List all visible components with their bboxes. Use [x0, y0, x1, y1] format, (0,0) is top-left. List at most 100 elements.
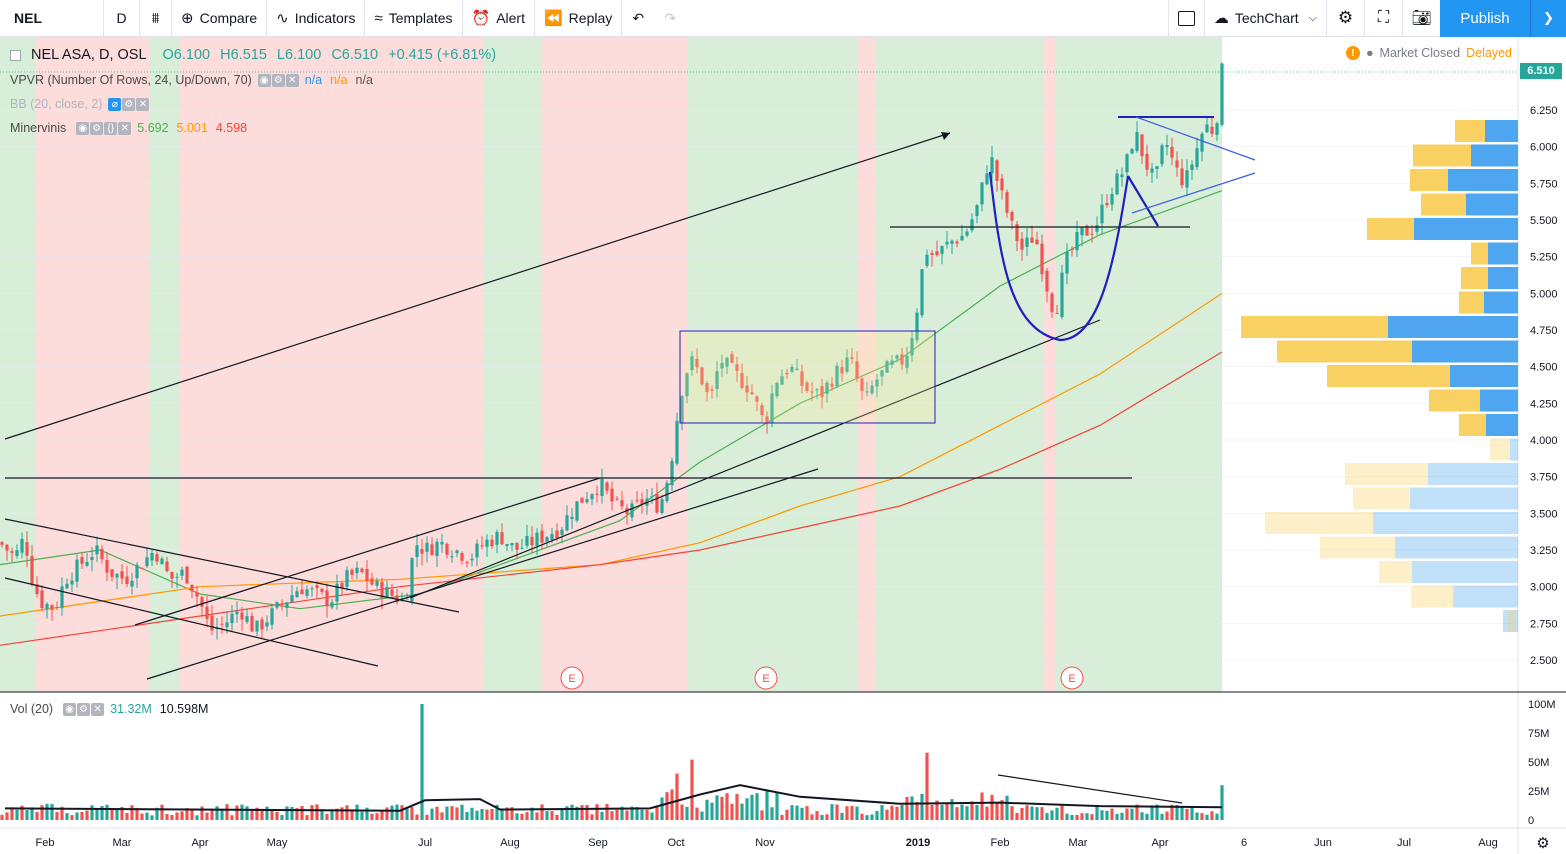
volume-bar — [995, 802, 999, 820]
replay-button[interactable]: ⏪ Replay — [535, 0, 623, 37]
volume-bar — [585, 804, 589, 820]
volume-bar — [325, 813, 329, 820]
eye-icon[interactable]: ◉ — [257, 73, 271, 87]
collapse-icon[interactable] — [10, 49, 21, 61]
candles-icon: ⩩ — [151, 9, 160, 27]
vp-down-bar-14 — [1345, 463, 1428, 485]
moving-average-1 — [0, 292, 1223, 617]
eye-icon[interactable]: ◉ — [76, 121, 90, 135]
candle-body — [415, 545, 419, 557]
axis-settings-gear-icon[interactable]: ⚙ — [1536, 834, 1549, 852]
price-chart[interactable]: E E E 6.250 6.000 5.750 5.500 5.250 5.000 4.750 4.… — [0, 37, 1566, 854]
volume-bar — [310, 805, 314, 820]
volume-bar — [120, 806, 124, 820]
candle-body — [100, 548, 104, 560]
volume-legend: Vol (20) ◉ ⚙ ✕ 31.32M 10.598M — [10, 702, 208, 716]
candle-body — [530, 536, 534, 546]
delayed-badge[interactable]: Delayed — [1466, 46, 1512, 60]
vpvr-title[interactable]: VPVR (Number Of Rows, 24, Up/Down, 70) — [10, 73, 252, 87]
chart-style-button[interactable]: ⩩ — [140, 0, 172, 37]
volume-bar — [385, 807, 389, 820]
candle-body — [430, 544, 434, 556]
candle-body — [510, 543, 514, 546]
symbol-title[interactable]: NEL ASA, D, OSL — [31, 47, 147, 63]
undo-button[interactable]: ↶ — [622, 0, 654, 37]
volume-bar — [440, 812, 444, 820]
symbol-search[interactable]: NEL — [0, 0, 104, 37]
close-icon[interactable]: ✕ — [91, 702, 105, 716]
candle-body — [905, 355, 909, 368]
volume-bar — [200, 806, 204, 820]
candle-body — [285, 602, 289, 608]
candle-body — [365, 568, 369, 581]
time-tick-label-8: Nov — [755, 837, 775, 849]
candle-body — [845, 357, 849, 372]
settings-button[interactable]: ⚙ — [1326, 0, 1364, 37]
time-tick-label-14: Jun — [1314, 837, 1332, 849]
candle-body — [855, 361, 859, 379]
volume-bar — [825, 814, 829, 820]
alert-button[interactable]: ⏰ Alert — [463, 0, 535, 37]
volume-title[interactable]: Vol (20) — [10, 702, 54, 716]
gear-icon[interactable]: ⚙ — [77, 702, 91, 716]
gear-icon[interactable]: ⚙ — [122, 97, 136, 111]
indicators-button[interactable]: ∿ Indicators — [267, 0, 366, 37]
volume-bar — [35, 811, 39, 820]
candle-body — [150, 553, 154, 561]
candle-body — [775, 383, 779, 397]
candle-body — [140, 568, 144, 570]
volume-bar — [55, 812, 59, 820]
minervinis-title[interactable]: Minervinis — [10, 121, 67, 135]
vp-up-bar-3 — [1466, 193, 1518, 216]
volume-bar — [260, 810, 264, 820]
interval-button[interactable]: D — [104, 0, 140, 37]
gear-icon[interactable]: ⚙ — [90, 121, 104, 135]
volume-bar — [320, 809, 324, 820]
volume-bar — [315, 804, 319, 820]
gear-icon[interactable]: ⚙ — [271, 73, 285, 87]
candle-body — [1055, 313, 1059, 315]
templates-button[interactable]: ≈ Templates — [365, 0, 463, 37]
volume-bar — [845, 806, 849, 820]
price-tick-label-15: 2.500 — [1530, 655, 1558, 667]
regime-band-7 — [858, 37, 876, 692]
vp-down-bar-4 — [1367, 218, 1414, 240]
volume-bar — [865, 815, 869, 820]
candle-body — [880, 370, 884, 377]
candle-body — [1130, 149, 1134, 154]
candle-body — [120, 571, 124, 579]
candle-body — [865, 391, 869, 393]
code-icon[interactable]: {} — [104, 121, 118, 135]
regime-band-9 — [1044, 37, 1056, 692]
volume-bar — [600, 811, 604, 820]
close-icon[interactable]: ✕ — [118, 121, 132, 135]
vp-down-bar-0 — [1455, 120, 1485, 142]
candle-body — [25, 542, 29, 556]
volume-bar — [885, 809, 889, 820]
publish-button[interactable]: Publish — [1440, 0, 1530, 37]
vp-up-bar-6 — [1488, 267, 1518, 289]
volume-bar — [365, 807, 369, 820]
volume-bar — [485, 809, 489, 820]
eye-hidden-icon[interactable]: ⌀ — [108, 97, 122, 111]
publish-menu-button[interactable]: ❯ — [1530, 0, 1566, 37]
change-value: +0.415 (+6.81%) — [388, 47, 497, 63]
bb-title[interactable]: BB (20, close, 2) — [10, 97, 103, 111]
compare-button[interactable]: ⊕ Compare — [172, 0, 268, 37]
chevron-down-icon: ⌵ — [1308, 11, 1317, 24]
time-tick-label-9: 2019 — [906, 837, 930, 849]
vp-down-bar-1 — [1413, 144, 1471, 167]
volume-bar — [945, 802, 949, 820]
close-icon[interactable]: ✕ — [136, 97, 150, 111]
candle-body — [475, 543, 479, 558]
snapshot-button[interactable]: 📷︎ — [1402, 0, 1440, 37]
eye-icon[interactable]: ◉ — [63, 702, 77, 716]
volume-bar — [760, 810, 764, 820]
warning-icon[interactable]: ! — [1345, 46, 1360, 60]
close-icon[interactable]: ✕ — [285, 73, 299, 87]
fullscreen-layout-button[interactable] — [1167, 0, 1204, 37]
candle-body — [1180, 168, 1184, 186]
layout-menu-button[interactable]: ☁ TechChart ⌵ — [1203, 0, 1326, 37]
fullscreen-button[interactable]: ⛶ — [1364, 0, 1402, 37]
redo-button[interactable]: ↷ — [654, 0, 686, 37]
